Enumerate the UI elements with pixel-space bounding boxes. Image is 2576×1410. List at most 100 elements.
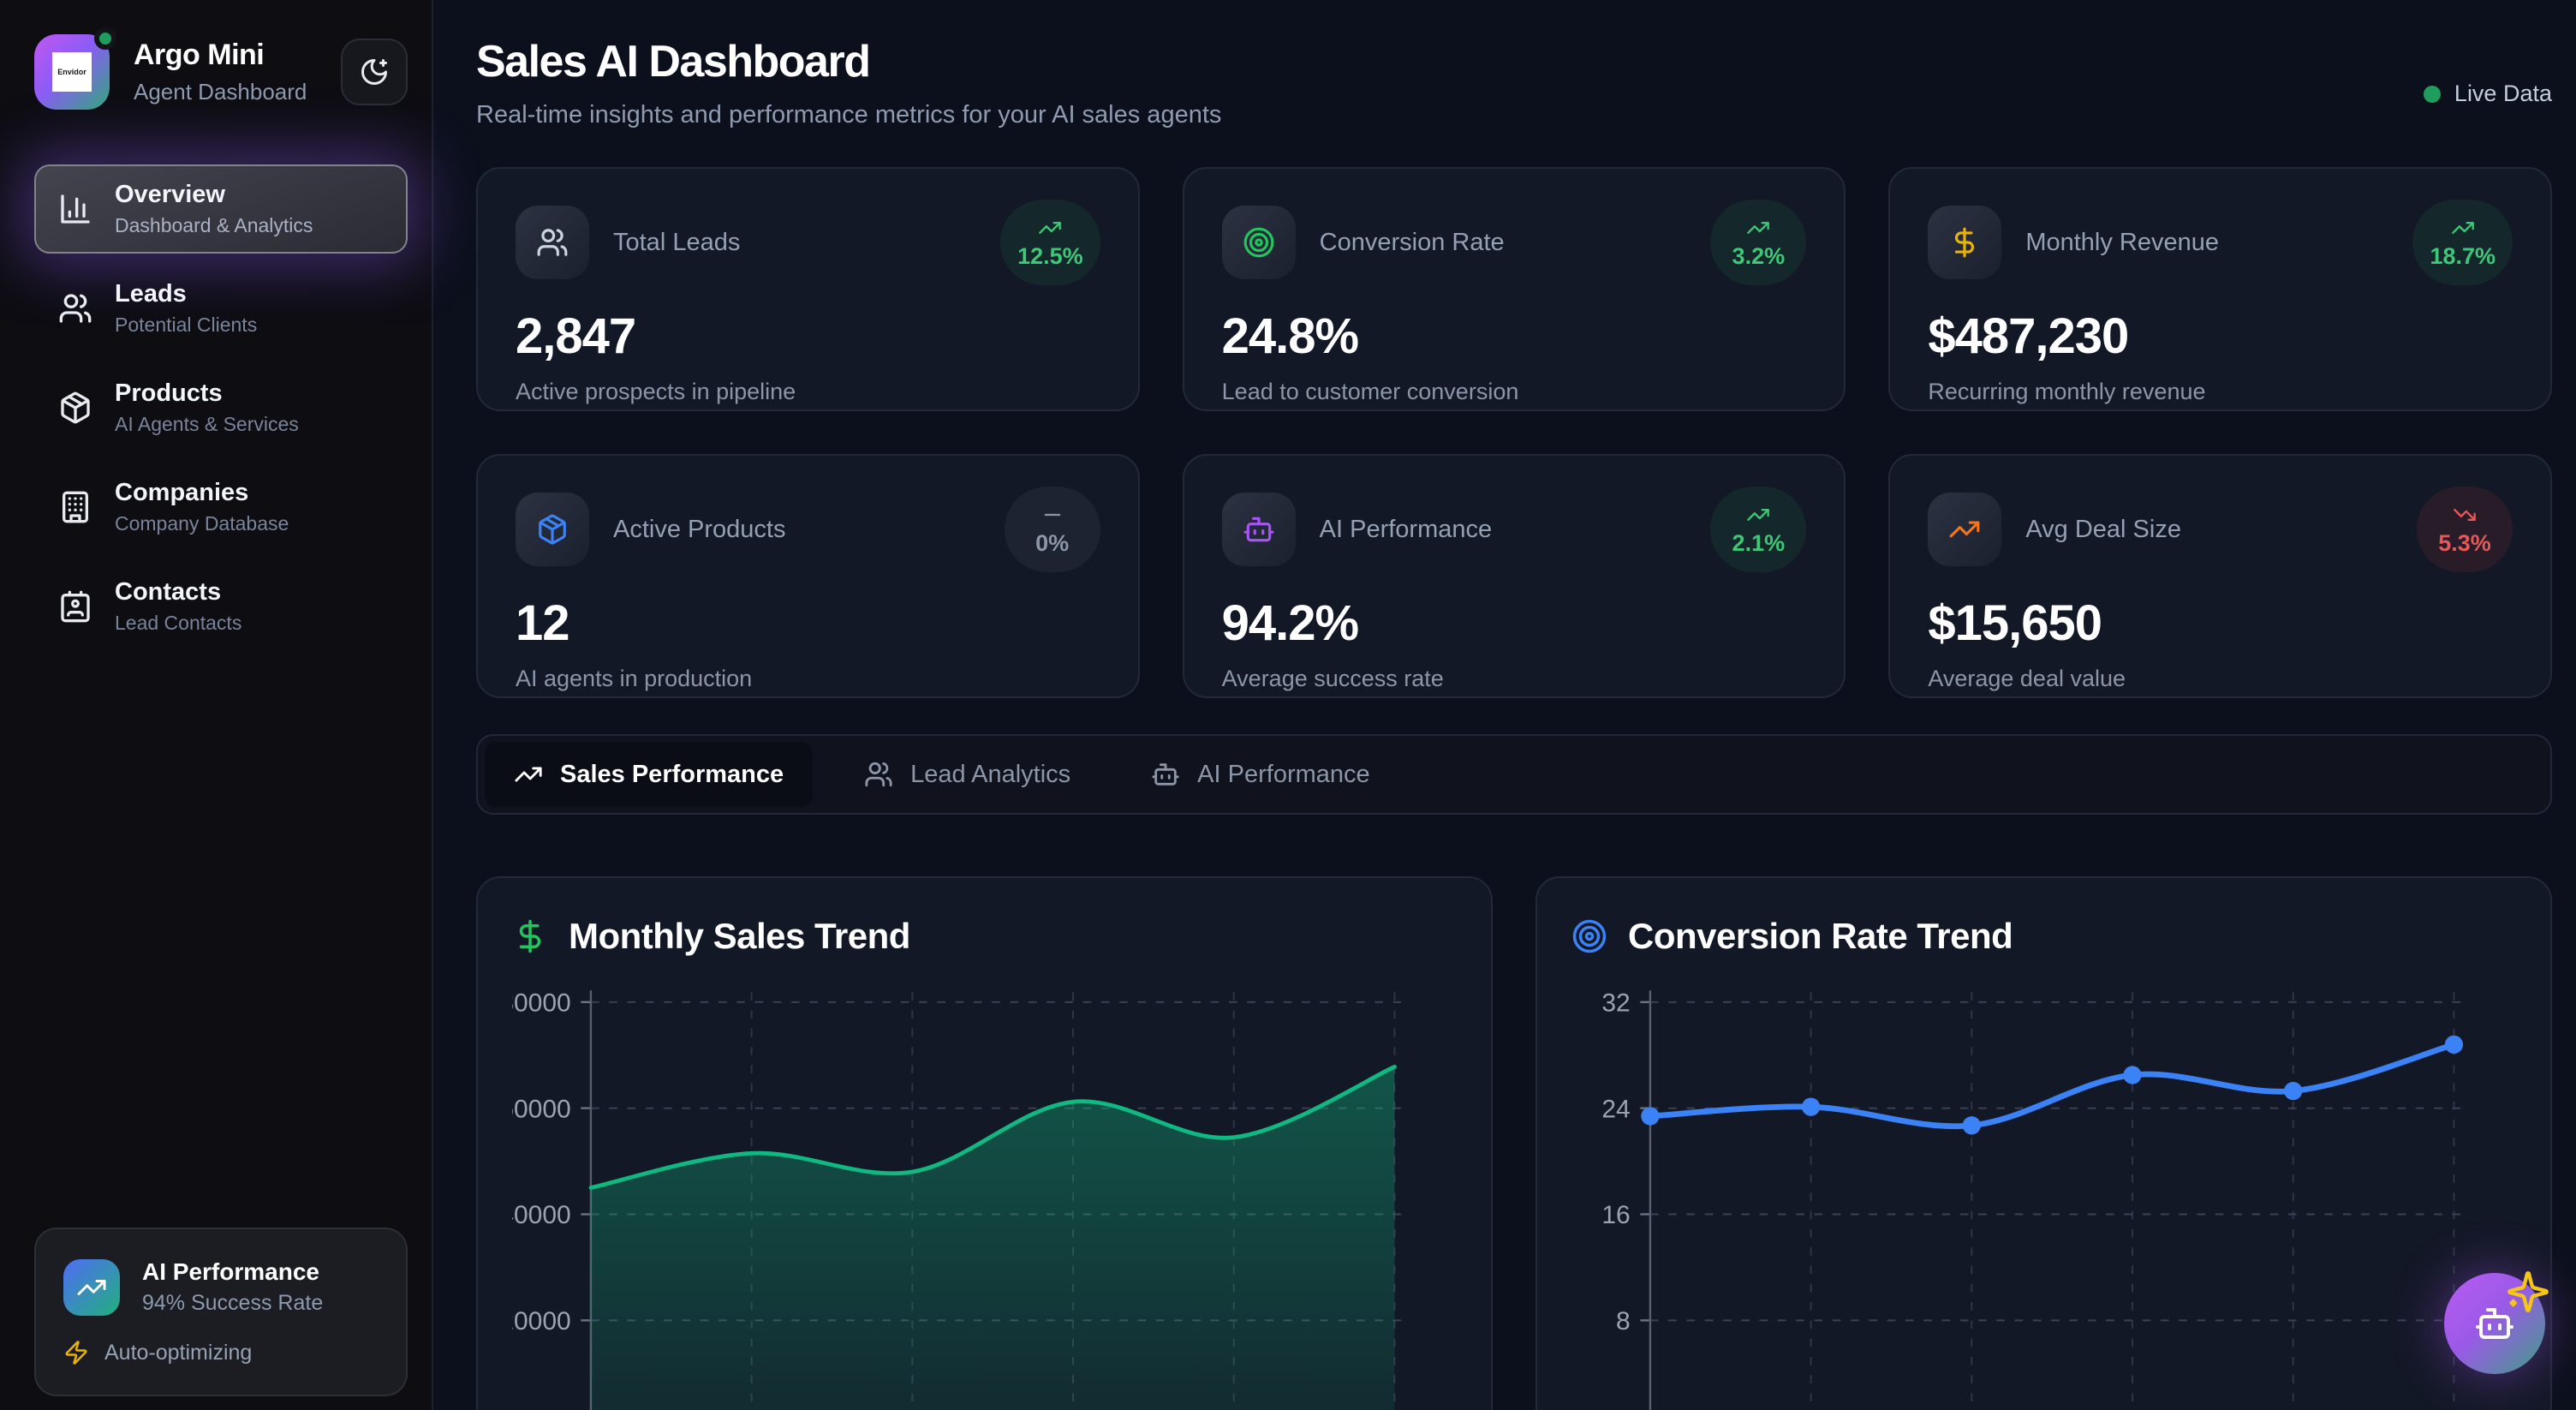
target-icon — [1571, 918, 1607, 954]
stat-label: Conversion Rate — [1319, 228, 1505, 256]
trend-value: 12.5% — [1017, 242, 1083, 269]
chart-header: Monthly Sales Trend — [512, 916, 1457, 957]
building-icon — [58, 490, 92, 524]
sidebar-item-text: Leads Potential Clients — [115, 280, 257, 337]
auto-optimizing-status: Auto-optimizing — [63, 1340, 379, 1365]
main-content: Sales AI Dashboard Real-time insights an… — [433, 0, 2576, 1410]
tab-label: Lead Analytics — [910, 760, 1071, 788]
svg-text:80000: 80000 — [512, 989, 571, 1017]
stat-card-header: Conversion Rate 3.2% — [1221, 200, 1807, 285]
online-status-dot — [94, 27, 116, 50]
stat-icon-chip — [1928, 493, 2002, 566]
stat-description: Average deal value — [1928, 666, 2126, 691]
stat-label: Avg Deal Size — [2025, 515, 2181, 543]
package-icon — [58, 391, 92, 425]
svg-text:8: 8 — [1616, 1307, 1631, 1335]
tab-lead-analytics[interactable]: Lead Analytics — [835, 742, 1100, 807]
tab-ai-performance[interactable]: AI Performance — [1122, 742, 1398, 807]
target-icon — [1243, 226, 1275, 259]
brand: Envidor Argo Mini Agent Dashboard — [34, 27, 408, 110]
sidebar-item-sublabel: Dashboard & Analytics — [115, 214, 313, 236]
stat-icon-chip — [516, 206, 589, 279]
page-header: Sales AI Dashboard Real-time insights an… — [476, 36, 2552, 129]
trending-up-icon — [1746, 216, 1770, 240]
users-icon — [58, 291, 92, 326]
stat-label: AI Performance — [1319, 515, 1493, 543]
svg-text:16: 16 — [1601, 1201, 1630, 1229]
stat-value: $15,650 — [1928, 595, 2102, 651]
tab-sales-performance[interactable]: Sales Performance — [485, 742, 814, 807]
users-icon — [864, 760, 893, 789]
sidebar-item-text: Contacts Lead Contacts — [115, 578, 242, 635]
svg-text:20000: 20000 — [512, 1307, 571, 1335]
brand-subtitle: Agent Dashboard — [134, 79, 307, 105]
svg-text:40000: 40000 — [512, 1201, 571, 1229]
trending-down-icon — [2453, 503, 2477, 527]
stat-icon-chip — [1221, 206, 1296, 279]
ai-performance-title: AI Performance — [142, 1258, 319, 1285]
stat-description: AI agents in production — [516, 666, 753, 691]
ai-performance-row: AI Performance 94% Success Rate — [63, 1258, 379, 1316]
trend-value: 18.7% — [2430, 242, 2496, 269]
bot-icon — [1151, 760, 1180, 789]
theme-toggle-button[interactable] — [341, 39, 408, 105]
brand-logo: Envidor — [34, 27, 116, 110]
chart-card-conversion-rate-trend: Conversion Rate Trend 32 24 16 8 — [1535, 876, 2552, 1410]
stat-card-monthly-revenue: Monthly Revenue 18.7% $487,230 Recurring mo… — [1888, 167, 2552, 411]
sidebar-item-text: Overview Dashboard & Analytics — [115, 181, 313, 237]
stat-label: Monthly Revenue — [2025, 228, 2220, 256]
trending-up-icon — [514, 760, 543, 789]
trend-badge: 18.7% — [2412, 200, 2513, 285]
chart-plot: 32 24 16 8 — [1571, 972, 2516, 1410]
trending-up-icon — [1746, 503, 1770, 527]
trend-badge: 2.1% — [1710, 487, 1807, 572]
stat-card-total-leads: Total Leads 12.5% 2,847 Active prospects in… — [476, 167, 1140, 411]
trend-badge: 5.3% — [2417, 487, 2513, 572]
chart-title: Monthly Sales Trend — [569, 916, 910, 956]
tab-bar: Sales Performance Lead Analytics AI Perfor… — [476, 734, 2552, 815]
bot-icon — [1243, 513, 1275, 546]
sidebar-item-leads[interactable]: Leads Potential Clients — [34, 264, 408, 353]
trend-badge: 3.2% — [1710, 200, 1807, 285]
users-icon — [536, 226, 569, 259]
stats-grid: Total Leads 12.5% 2,847 Active prospects in… — [476, 167, 2552, 698]
stat-description: Average success rate — [1221, 666, 1444, 691]
sidebar-item-label: Products — [115, 379, 223, 407]
ai-assistant-fab[interactable] — [2444, 1271, 2549, 1374]
ai-performance-card: AI Performance 94% Success Rate Auto-opt… — [34, 1228, 408, 1396]
stat-description: Lead to customer conversion — [1221, 379, 1519, 404]
sidebar-item-label: Leads — [115, 280, 187, 308]
chart-plot: 80000 60000 40000 20000 — [512, 972, 1457, 1410]
trend-value: 3.2% — [1732, 242, 1786, 269]
sidebar-item-companies[interactable]: Companies Company Database — [34, 463, 408, 552]
trending-up-icon — [63, 1258, 120, 1316]
sidebar-item-products[interactable]: Products AI Agents & Services — [34, 363, 408, 452]
package-icon — [536, 513, 569, 546]
sparkles-icon — [2506, 1270, 2550, 1314]
sidebar-item-overview[interactable]: Overview Dashboard & Analytics — [34, 164, 408, 254]
moon-star-icon — [359, 57, 390, 87]
chart-card-monthly-sales-trend: Monthly Sales Trend 80000 60000 40000 20000 — [476, 876, 1493, 1410]
stat-card-avg-deal-size: Avg Deal Size 5.3% $15,650 Average deal val… — [1888, 454, 2552, 698]
page-subtitle: Real-time insights and performance metri… — [476, 101, 1222, 128]
stat-card-header: Monthly Revenue 18.7% — [1928, 200, 2513, 285]
chart-header: Conversion Rate Trend — [1571, 916, 2516, 957]
stat-value: $487,230 — [1928, 308, 2129, 364]
stat-value: 12 — [516, 595, 570, 651]
stat-card-conversion-rate: Conversion Rate 3.2% 24.8% Lead to customer… — [1182, 167, 1846, 411]
stat-label: Total Leads — [613, 228, 741, 256]
brand-logo-text: Envidor — [52, 52, 92, 92]
ai-performance-subtitle: 94% Success Rate — [142, 1291, 324, 1315]
trend-value: 5.3% — [2438, 529, 2491, 556]
stat-value: 2,847 — [516, 308, 636, 364]
dollar-sign-icon — [512, 918, 548, 954]
stat-description: Active prospects in pipeline — [516, 379, 796, 404]
trend-badge: 0% — [1004, 487, 1100, 572]
brand-text: Argo Mini Agent Dashboard — [134, 39, 307, 105]
sidebar-item-sublabel: Lead Contacts — [115, 612, 242, 634]
live-dot — [2423, 85, 2441, 103]
stat-value: 94.2% — [1221, 595, 1359, 651]
sidebar-item-contacts[interactable]: Contacts Lead Contacts — [34, 562, 408, 651]
dollar-sign-icon — [1948, 226, 1981, 259]
trending-up-icon — [2451, 216, 2475, 240]
